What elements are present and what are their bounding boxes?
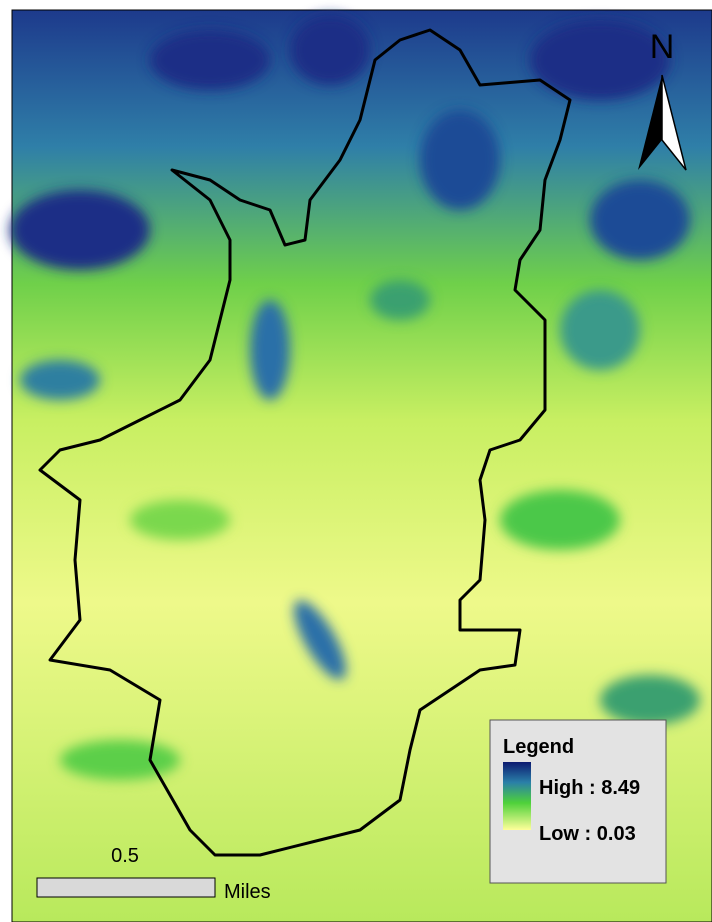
legend: Legend High : 8.49 Low : 0.03 bbox=[490, 720, 666, 883]
page: N Legend High : 8.49 Low : 0.03 0.5 Mile… bbox=[0, 0, 712, 922]
map: N Legend High : 8.49 Low : 0.03 0.5 Mile… bbox=[0, 0, 712, 922]
legend-high: High : 8.49 bbox=[539, 777, 640, 799]
scale-rect bbox=[37, 878, 215, 897]
scale-label: 0.5 bbox=[111, 845, 139, 867]
legend-title: Legend bbox=[503, 736, 574, 758]
north-label: N bbox=[650, 28, 675, 66]
scale-unit: Miles bbox=[224, 881, 271, 903]
legend-ramp bbox=[503, 762, 531, 830]
legend-low: Low : 0.03 bbox=[539, 823, 636, 845]
